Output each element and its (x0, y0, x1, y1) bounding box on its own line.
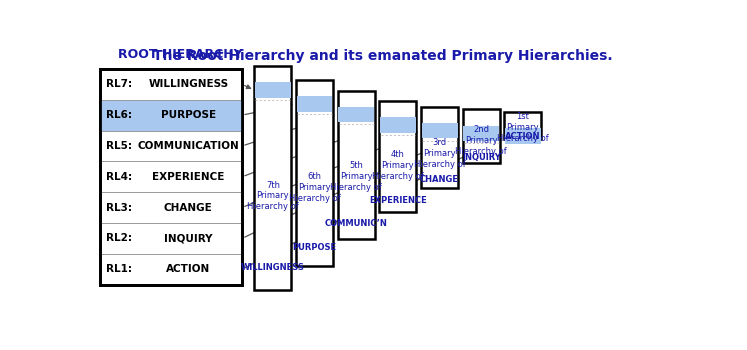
Text: RL2:: RL2: (106, 233, 132, 243)
Text: PURPOSE: PURPOSE (293, 243, 337, 252)
Bar (296, 80, 333, 266)
Text: PURPOSE: PURPOSE (161, 110, 216, 120)
Text: RL3:: RL3: (106, 203, 132, 212)
Text: 4th
Primary
Hierarchy of: 4th Primary Hierarchy of (372, 150, 424, 181)
Text: CHANGE: CHANGE (164, 203, 213, 212)
Text: RL4:: RL4: (106, 172, 132, 182)
Text: 7th
Primary
Hierarchy of: 7th Primary Hierarchy of (247, 181, 299, 211)
Text: INQUIRY: INQUIRY (462, 153, 500, 162)
Text: 6th
Primary
Hierarchy of: 6th Primary Hierarchy of (288, 172, 341, 203)
Bar (100, 100, 242, 131)
Text: EXPERIENCE: EXPERIENCE (369, 196, 427, 205)
Text: 1st
Primary
Hierarchy of: 1st Primary Hierarchy of (497, 112, 549, 143)
Bar (338, 107, 374, 122)
Bar (504, 112, 542, 139)
Text: RL5:: RL5: (106, 141, 132, 151)
Bar (100, 69, 242, 285)
Bar (254, 66, 291, 290)
Bar (421, 123, 457, 139)
Text: 3rd
Primary
Hierarchy of: 3rd Primary Hierarchy of (414, 138, 465, 169)
Text: ACTION: ACTION (505, 132, 541, 141)
Text: COMMUNIC’N: COMMUNIC’N (325, 219, 388, 229)
Bar (100, 69, 242, 285)
Text: EXPERIENCE: EXPERIENCE (152, 172, 224, 182)
Text: CHANGE: CHANGE (420, 175, 459, 184)
Text: 2nd
Primary
Hierarchy of: 2nd Primary Hierarchy of (456, 125, 507, 156)
Bar (421, 107, 458, 188)
Text: The Root Hierarchy and its emanated Primary Hierarchies.: The Root Hierarchy and its emanated Prim… (153, 49, 613, 63)
Text: WILLINGNESS: WILLINGNESS (241, 263, 305, 272)
Text: RL1:: RL1: (106, 264, 132, 274)
Bar (338, 91, 375, 239)
Text: RL7:: RL7: (106, 79, 132, 89)
Bar (505, 128, 541, 144)
Text: ACTION: ACTION (166, 264, 211, 274)
Bar (462, 109, 500, 163)
Text: ROOT HIERARCHY: ROOT HIERARCHY (118, 48, 242, 61)
Bar (380, 118, 416, 133)
Text: WILLINGNESS: WILLINGNESS (148, 79, 229, 89)
Text: RL6:: RL6: (106, 110, 132, 120)
Text: COMMUNICATION: COMMUNICATION (137, 141, 239, 151)
Bar (297, 96, 332, 112)
Bar (255, 83, 291, 98)
Text: INQUIRY: INQUIRY (164, 233, 212, 243)
Bar (379, 101, 416, 212)
Text: 5th
Primary
Hierarchy of: 5th Primary Hierarchy of (330, 161, 382, 192)
Bar (463, 126, 499, 141)
